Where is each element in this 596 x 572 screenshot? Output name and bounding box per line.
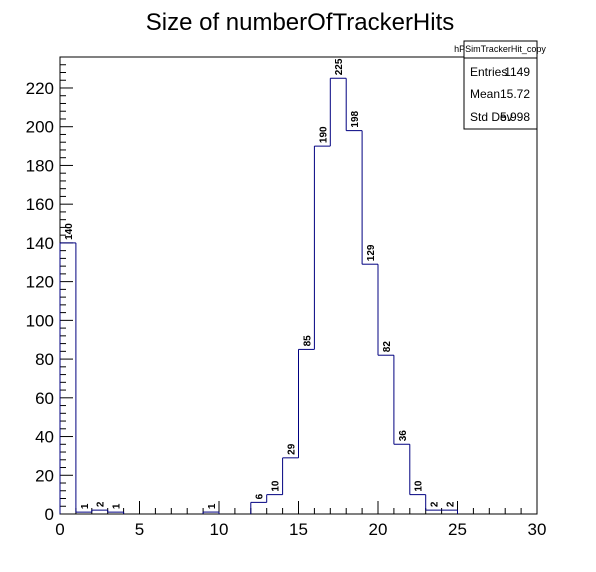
stats-value-entries: 1149 <box>504 65 530 79</box>
bin-value-label: 198 <box>350 110 361 127</box>
bin-value-label: 85 <box>302 335 313 347</box>
stats-value-std-dev: 5.998 <box>500 110 530 124</box>
x-tick-label: 5 <box>135 520 144 539</box>
bin-value-label: 1 <box>207 503 218 509</box>
bin-value-label: 1 <box>80 503 91 509</box>
stats-label-entries: Entries <box>470 65 507 79</box>
y-tick-label: 120 <box>26 273 54 292</box>
y-tick-label: 140 <box>26 234 54 253</box>
stats-label-mean: Mean <box>470 87 500 101</box>
bin-value-label: 2 <box>446 501 457 507</box>
bin-value-label: 29 <box>287 443 298 455</box>
x-tick-label: 15 <box>289 520 308 539</box>
x-tick-label: 10 <box>210 520 229 539</box>
x-tick-label: 20 <box>369 520 388 539</box>
bin-value-label: 2 <box>96 501 107 507</box>
bin-value-label: 225 <box>334 58 345 75</box>
chart-title: Size of numberOfTrackerHits <box>146 9 455 36</box>
y-tick-label: 160 <box>26 195 54 214</box>
bin-value-label: 1 <box>112 503 123 509</box>
stats-box-title: hPSimTrackerHit_copy <box>454 44 546 54</box>
bin-value-label: 10 <box>414 480 425 492</box>
stats-box: hPSimTrackerHit_copy Entries 1149 Mean 1… <box>454 40 546 130</box>
x-tick-label: 30 <box>528 520 547 539</box>
y-tick-label: 0 <box>45 505 54 524</box>
y-tick-label: 180 <box>26 156 54 175</box>
y-tick-label: 20 <box>35 466 54 485</box>
y-tick-label: 100 <box>26 311 54 330</box>
bin-value-label: 129 <box>366 244 377 261</box>
stats-label-std-dev: Std Dev <box>470 110 513 124</box>
bin-value-label: 2 <box>430 501 441 507</box>
stats-value-mean: 15.72 <box>500 87 530 101</box>
bin-value-label: 36 <box>398 430 409 442</box>
y-tick-label: 80 <box>35 350 54 369</box>
bin-value-label: 82 <box>382 341 393 353</box>
bin-value-label: 190 <box>318 126 329 143</box>
y-tick-label: 40 <box>35 428 54 447</box>
bin-value-label: 140 <box>64 223 75 240</box>
y-tick-label: 60 <box>35 389 54 408</box>
bin-value-label: 10 <box>271 480 282 492</box>
y-tick-label: 200 <box>26 118 54 137</box>
x-tick-label: 0 <box>55 520 64 539</box>
bin-value-label: 6 <box>255 493 266 499</box>
y-tick-label: 220 <box>26 79 54 98</box>
x-tick-label: 25 <box>448 520 467 539</box>
